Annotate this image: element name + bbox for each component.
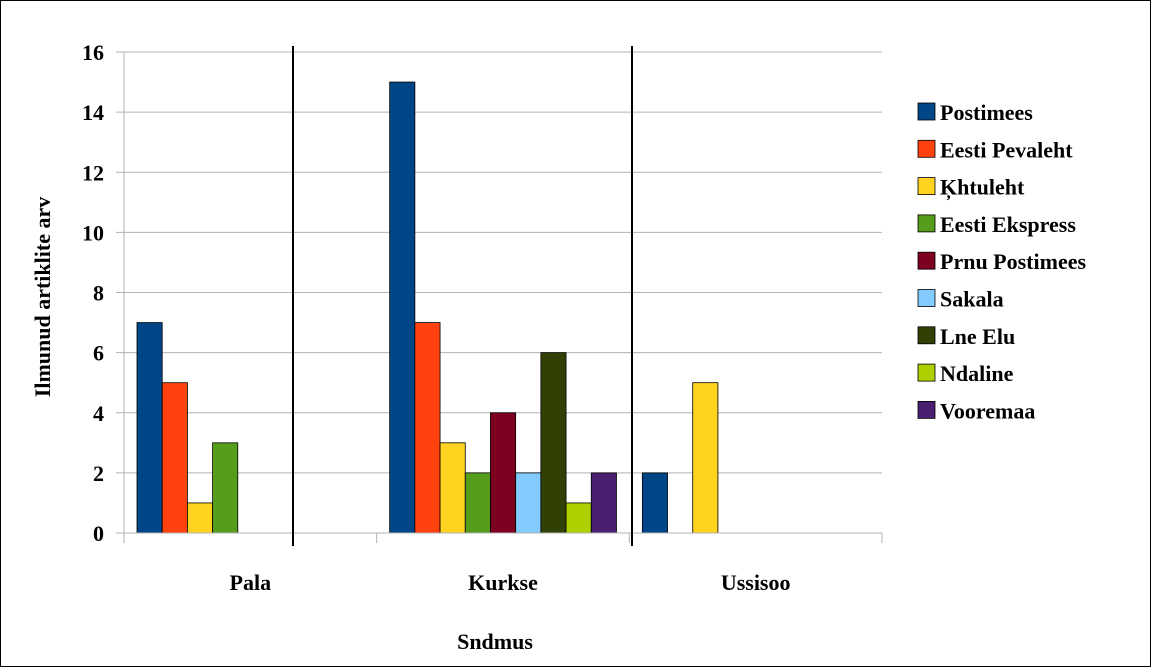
axes [116, 46, 883, 546]
legend-label: Lne Elu [940, 324, 1015, 349]
bar [136, 322, 163, 534]
bar [540, 352, 567, 534]
legend-item: Ndaline [917, 361, 1014, 386]
legend-swatch [917, 102, 936, 121]
legend-label: Postimees [940, 100, 1033, 125]
bars [136, 81, 719, 534]
legend-label: Sakala [940, 287, 1004, 312]
y-tick-label: 12 [82, 160, 104, 185]
legend-item: Postimees [917, 100, 1033, 125]
y-tick-label: 4 [93, 401, 104, 426]
legend: Postimees Eesti Pevaleht Ķhtuleht Eesti Eks… [917, 100, 1086, 423]
bar [186, 502, 213, 534]
x-axis-title: Sndmus [457, 629, 533, 654]
legend-item: Sakala [917, 287, 1004, 312]
y-tick-labels: 0 2 4 6 8 10 12 14 16 [82, 40, 104, 546]
legend-swatch [917, 400, 936, 419]
bar [464, 472, 491, 534]
legend-label: Eesti Ekspress [940, 212, 1076, 237]
gridlines [124, 51, 882, 474]
legend-swatch [917, 289, 936, 307]
bar [590, 472, 617, 534]
legend-swatch [917, 326, 936, 345]
legend-swatch [917, 251, 936, 270]
bar [515, 472, 542, 534]
bar [439, 442, 466, 534]
y-tick-label: 0 [93, 521, 104, 546]
legend-label: Eesti Pevaleht [940, 137, 1073, 162]
bar [414, 322, 441, 534]
legend-label: Vooremaa [940, 398, 1035, 423]
category-labels: Pala Kurkse Ussisoo [230, 570, 791, 595]
y-tick-label: 2 [93, 461, 104, 486]
bar [692, 382, 719, 534]
y-tick-label: 16 [82, 40, 104, 65]
bar [490, 412, 517, 534]
bar [389, 81, 416, 534]
legend-item: Ķhtuleht [917, 175, 1025, 201]
legend-swatch [917, 363, 936, 382]
x-category-label: Kurkse [468, 570, 538, 595]
y-axis-title: Ilmunud artiklite arv [30, 197, 55, 397]
y-tick-label: 10 [82, 220, 104, 245]
legend-item: Eesti Ekspress [917, 212, 1076, 237]
bar [161, 382, 188, 534]
y-tick-label: 8 [93, 281, 104, 306]
bar [565, 502, 592, 534]
legend-label: Ķhtuleht [940, 175, 1025, 201]
legend-item: Prnu Postimees [917, 249, 1086, 274]
y-tick-label: 6 [93, 341, 104, 366]
bar [212, 442, 239, 534]
legend-swatch [917, 214, 936, 233]
legend-item: Vooremaa [917, 398, 1035, 423]
legend-item: Eesti Pevaleht [917, 137, 1073, 162]
legend-label: Prnu Postimees [940, 249, 1086, 274]
y-tick-label: 14 [82, 100, 104, 125]
x-category-label: Ussisoo [721, 570, 791, 595]
legend-swatch [917, 139, 936, 158]
legend-swatch [917, 177, 936, 196]
legend-item: Lne Elu [917, 324, 1015, 349]
legend-label: Ndaline [940, 361, 1014, 386]
x-category-label: Pala [230, 570, 272, 595]
bar [641, 472, 668, 534]
